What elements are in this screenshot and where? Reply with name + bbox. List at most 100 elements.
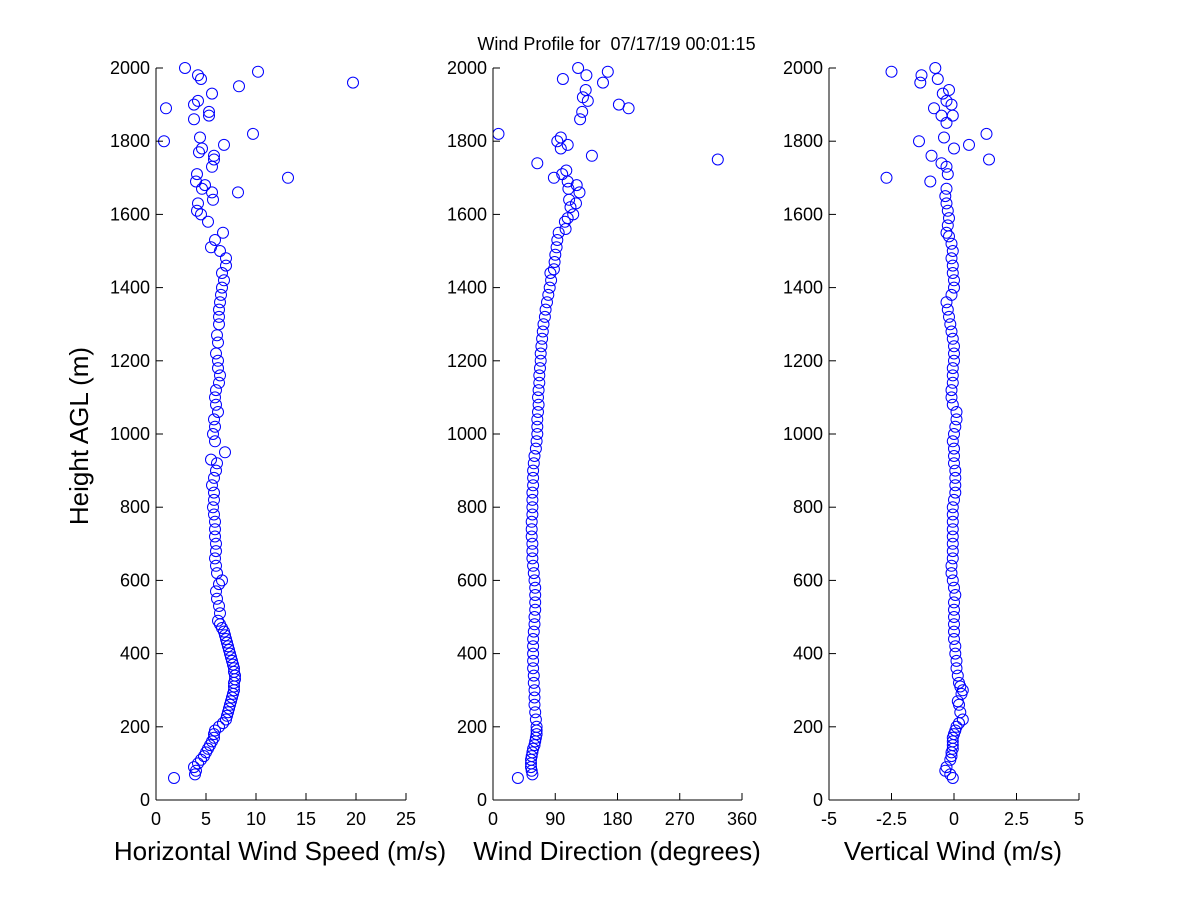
data-point-vertical-wind [938,131,950,144]
data-point-wind-direction [529,442,542,455]
data-point-wind-direction [533,376,546,389]
axes-horizontal-wind-speed: 0 5 10 15 20 25 0 200 400 600 800 1000 1200 1400 1600 1… [110,58,416,829]
data-point-wind-direction [574,113,587,126]
data-point-vertical-wind [948,340,960,353]
data-point-horizontal-wind-speed [188,761,200,774]
data-point-wind-direction [492,127,505,140]
data-point-vertical-wind [929,62,942,74]
data-point-wind-direction [601,65,614,78]
data-point-vertical-wind [943,212,955,225]
data-point-wind-direction [570,197,582,210]
data-point-horizontal-wind-speed [207,501,219,514]
axes-wind-direction: 0 90 180 270 360 0 200 400 600 800 1000 1200 1400 160… [447,58,757,829]
data-point-vertical-wind [928,102,940,115]
data-point-horizontal-wind-speed [192,197,204,210]
data-point-wind-direction [581,94,594,107]
data-point-wind-direction [543,281,556,294]
data-point-vertical-wind [946,537,959,550]
scatter-points-wind-direction [492,62,724,784]
data-point-vertical-wind [956,684,969,697]
data-point-wind-direction [567,208,580,221]
data-point-wind-direction [547,171,560,184]
data-point-wind-direction [539,303,552,316]
data-point-horizontal-wind-speed [214,607,226,620]
data-point-vertical-wind [945,384,958,397]
data-point-vertical-wind [939,190,952,203]
data-point-horizontal-wind-speed [213,578,225,591]
data-point-horizontal-wind-speed [212,336,224,349]
data-point-vertical-wind [946,332,959,345]
data-point-vertical-wind [946,552,959,565]
figure-title: Wind Profile for 07/17/19 00:01:15 [477,34,756,54]
data-point-horizontal-wind-speed [211,567,223,580]
data-point-vertical-wind [885,65,898,78]
data-point-vertical-wind [924,175,937,188]
data-point-vertical-wind [950,413,963,426]
x-tick-label-wind-direction: 180 [602,809,632,829]
data-point-vertical-wind [954,706,967,719]
x-tick-label-wind-direction: 360 [727,809,757,829]
y-tick-label-vertical-wind: 1200 [783,351,823,371]
y-tick-label-horizontal-wind-speed: 600 [120,570,150,590]
data-point-vertical-wind [948,618,960,631]
xlabel-horizontal-wind-speed: Horizontal Wind Speed (m/s) [114,836,446,866]
data-point-horizontal-wind-speed [196,182,208,195]
data-point-wind-direction [597,76,609,89]
data-point-vertical-wind [946,545,959,558]
data-point-wind-direction [556,73,569,85]
data-point-horizontal-wind-speed [208,731,220,744]
data-point-wind-direction [526,486,539,499]
data-point-horizontal-wind-speed [217,226,229,239]
data-point-wind-direction [528,574,541,587]
data-point-horizontal-wind-speed [212,406,224,418]
data-point-horizontal-wind-speed [211,457,223,470]
data-point-wind-direction [527,559,540,572]
data-point-horizontal-wind-speed [160,102,172,115]
data-point-wind-direction [554,142,567,155]
data-point-vertical-wind [948,603,960,616]
data-point-horizontal-wind-speed [210,545,222,558]
data-point-vertical-wind [946,245,959,257]
data-point-vertical-wind [948,442,960,455]
data-point-wind-direction [551,234,564,246]
data-point-vertical-wind [946,398,959,411]
data-point-wind-direction [526,552,539,565]
data-point-vertical-wind [946,515,959,528]
data-point-horizontal-wind-speed [213,600,225,612]
data-point-wind-direction [547,263,560,276]
data-point-horizontal-wind-speed [211,329,223,342]
data-point-horizontal-wind-speed [216,281,228,294]
data-point-vertical-wind [943,310,955,323]
data-point-vertical-wind [940,182,953,195]
data-point-vertical-wind [941,303,954,316]
data-point-wind-direction [573,186,586,199]
data-point-vertical-wind [948,581,960,594]
data-point-horizontal-wind-speed [218,138,230,151]
data-point-wind-direction [542,288,555,301]
data-point-wind-direction [556,168,569,181]
data-point-vertical-wind [948,450,960,462]
data-point-vertical-wind [948,596,960,609]
y-tick-label-wind-direction: 1600 [447,204,487,224]
data-point-horizontal-wind-speed [214,369,226,382]
data-point-horizontal-wind-speed [188,113,200,126]
data-point-horizontal-wind-speed [208,493,220,506]
data-point-wind-direction [554,131,567,144]
y-tick-label-wind-direction: 1800 [447,131,487,151]
data-point-wind-direction [533,369,546,382]
data-point-horizontal-wind-speed [206,479,218,492]
data-point-wind-direction [526,537,539,550]
data-point-horizontal-wind-speed [207,428,219,440]
x-tick-label-horizontal-wind-speed: 10 [246,809,266,829]
data-point-vertical-wind [946,772,959,784]
data-point-horizontal-wind-speed [252,65,264,78]
data-point-horizontal-wind-speed [208,149,220,162]
data-point-vertical-wind [946,508,959,521]
data-point-horizontal-wind-speed [220,713,232,726]
data-point-vertical-wind [945,252,958,265]
data-point-wind-direction [551,135,564,148]
data-point-wind-direction [711,153,724,166]
data-point-horizontal-wind-speed [193,146,205,159]
data-point-horizontal-wind-speed [218,274,230,287]
data-point-vertical-wind [936,87,949,100]
